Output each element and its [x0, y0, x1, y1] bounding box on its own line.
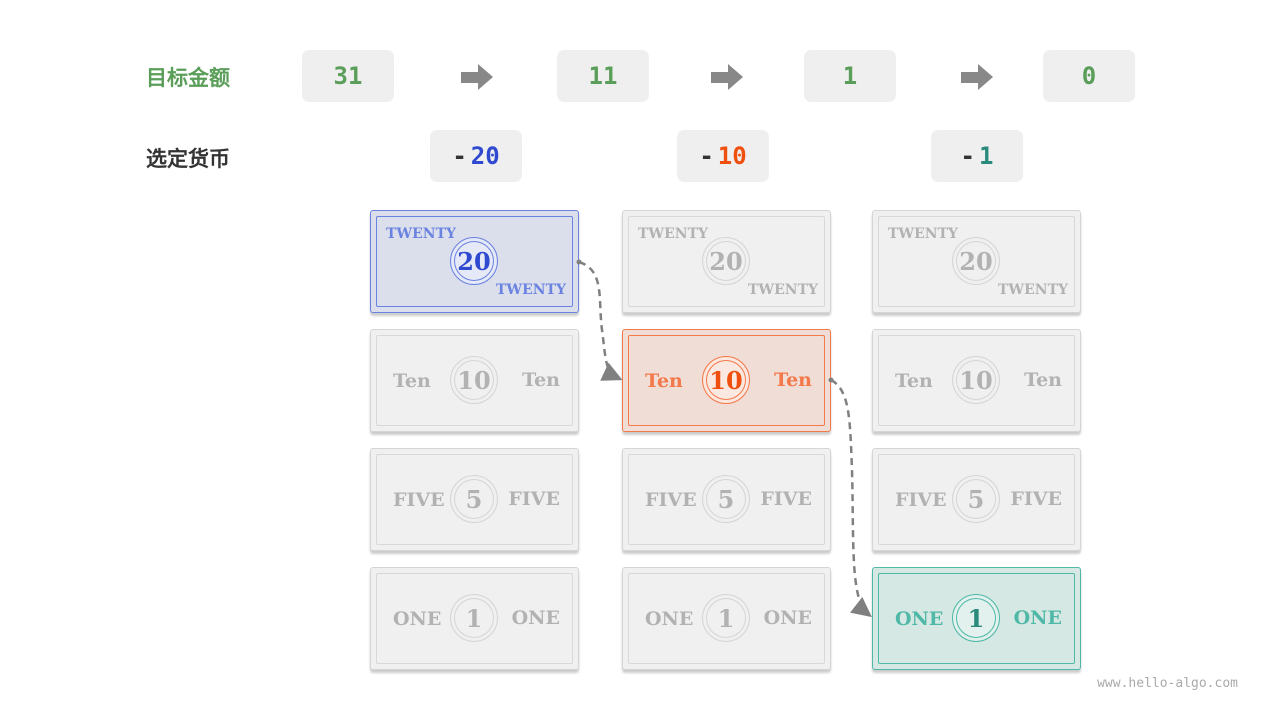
- bill-value-circle: 1: [702, 594, 750, 642]
- bill-inner-border: [878, 454, 1075, 545]
- bill-value-circle: 10: [450, 356, 498, 404]
- bill-inner-border: [628, 454, 825, 545]
- bill-value-circle: 5: [952, 475, 1000, 523]
- amount-box: 11: [557, 50, 649, 102]
- bill-word: TWENTY: [747, 282, 818, 298]
- minus-sign: -: [699, 142, 714, 170]
- bill-word: Ten: [1024, 369, 1062, 391]
- subtraction-value: 10: [717, 142, 747, 170]
- selected-bill-10: Ten 10 Ten: [622, 329, 831, 432]
- bill-word: FIVE: [760, 488, 812, 510]
- bill-word: ONE: [1013, 607, 1062, 629]
- amount-box: 1: [804, 50, 896, 102]
- bill-inner-border: [376, 216, 573, 307]
- minus-sign: -: [960, 142, 975, 170]
- bill-word: FIVE: [393, 489, 445, 511]
- bill-value-circle: 10: [952, 356, 1000, 404]
- bill-inner-border: [878, 573, 1075, 664]
- bill-word: ONE: [393, 608, 442, 630]
- bill-1: ONE 1 ONE: [622, 567, 831, 670]
- bill-inner-border: [628, 216, 825, 307]
- bill-20: TWENTY 20 TWENTY: [872, 210, 1081, 313]
- bill-20: TWENTY 20 TWENTY: [622, 210, 831, 313]
- bill-word: Ten: [645, 370, 683, 392]
- bill-word: FIVE: [645, 489, 697, 511]
- bill-word: TWENTY: [638, 226, 709, 242]
- dashed-arrow: [830, 378, 872, 618]
- target-amount-label: 目标金额: [146, 66, 230, 90]
- bill-word: Ten: [895, 370, 933, 392]
- bill-inner-border: [628, 335, 825, 426]
- bill-value-circle: 5: [702, 475, 750, 523]
- dashed-arrow: [578, 260, 623, 381]
- bill-value-circle: 5: [450, 475, 498, 523]
- selected-coin-label: 选定货币: [146, 147, 230, 171]
- subtraction-box: -1: [931, 130, 1023, 182]
- bill-inner-border: [376, 573, 573, 664]
- bill-10: Ten 10 Ten: [370, 329, 579, 432]
- bill-word: TWENTY: [888, 226, 959, 242]
- bill-word: FIVE: [508, 488, 560, 510]
- minus-sign: -: [452, 142, 467, 170]
- bill-word: Ten: [522, 369, 560, 391]
- bill-inner-border: [878, 216, 1075, 307]
- bill-word: TWENTY: [495, 282, 566, 298]
- bill-5: FIVE 5 FIVE: [622, 448, 831, 551]
- bill-5: FIVE 5 FIVE: [872, 448, 1081, 551]
- bill-inner-border: [376, 335, 573, 426]
- bill-value-circle: 20: [952, 237, 1000, 285]
- bill-word: Ten: [774, 369, 812, 391]
- bill-inner-border: [628, 573, 825, 664]
- bill-word: TWENTY: [386, 226, 457, 242]
- bill-10: Ten 10 Ten: [872, 329, 1081, 432]
- amount-box: 31: [302, 50, 394, 102]
- bill-inner-border: [878, 335, 1075, 426]
- subtraction-value: 20: [470, 142, 500, 170]
- subtraction-box: -10: [677, 130, 769, 182]
- bill-value-circle: 20: [450, 237, 498, 285]
- bill-word: FIVE: [895, 489, 947, 511]
- bill-word: Ten: [393, 370, 431, 392]
- selected-bill-1: ONE 1 ONE: [872, 567, 1081, 670]
- bill-word: ONE: [895, 608, 944, 630]
- bill-word: FIVE: [1010, 488, 1062, 510]
- bill-inner-border: [376, 454, 573, 545]
- footer-watermark: www.hello-algo.com: [1097, 676, 1238, 691]
- bill-1: ONE 1 ONE: [370, 567, 579, 670]
- subtraction-box: -20: [430, 130, 522, 182]
- bill-value-circle: 1: [952, 594, 1000, 642]
- bill-word: ONE: [645, 608, 694, 630]
- bill-value-circle: 1: [450, 594, 498, 642]
- bill-word: TWENTY: [997, 282, 1068, 298]
- amount-box: 0: [1043, 50, 1135, 102]
- bill-value-circle: 20: [702, 237, 750, 285]
- subtraction-value: 1: [979, 142, 994, 170]
- bill-value-circle: 10: [702, 356, 750, 404]
- bill-word: ONE: [511, 607, 560, 629]
- bill-word: ONE: [763, 607, 812, 629]
- selected-bill-20: TWENTY 20 TWENTY: [370, 210, 579, 313]
- bill-5: FIVE 5 FIVE: [370, 448, 579, 551]
